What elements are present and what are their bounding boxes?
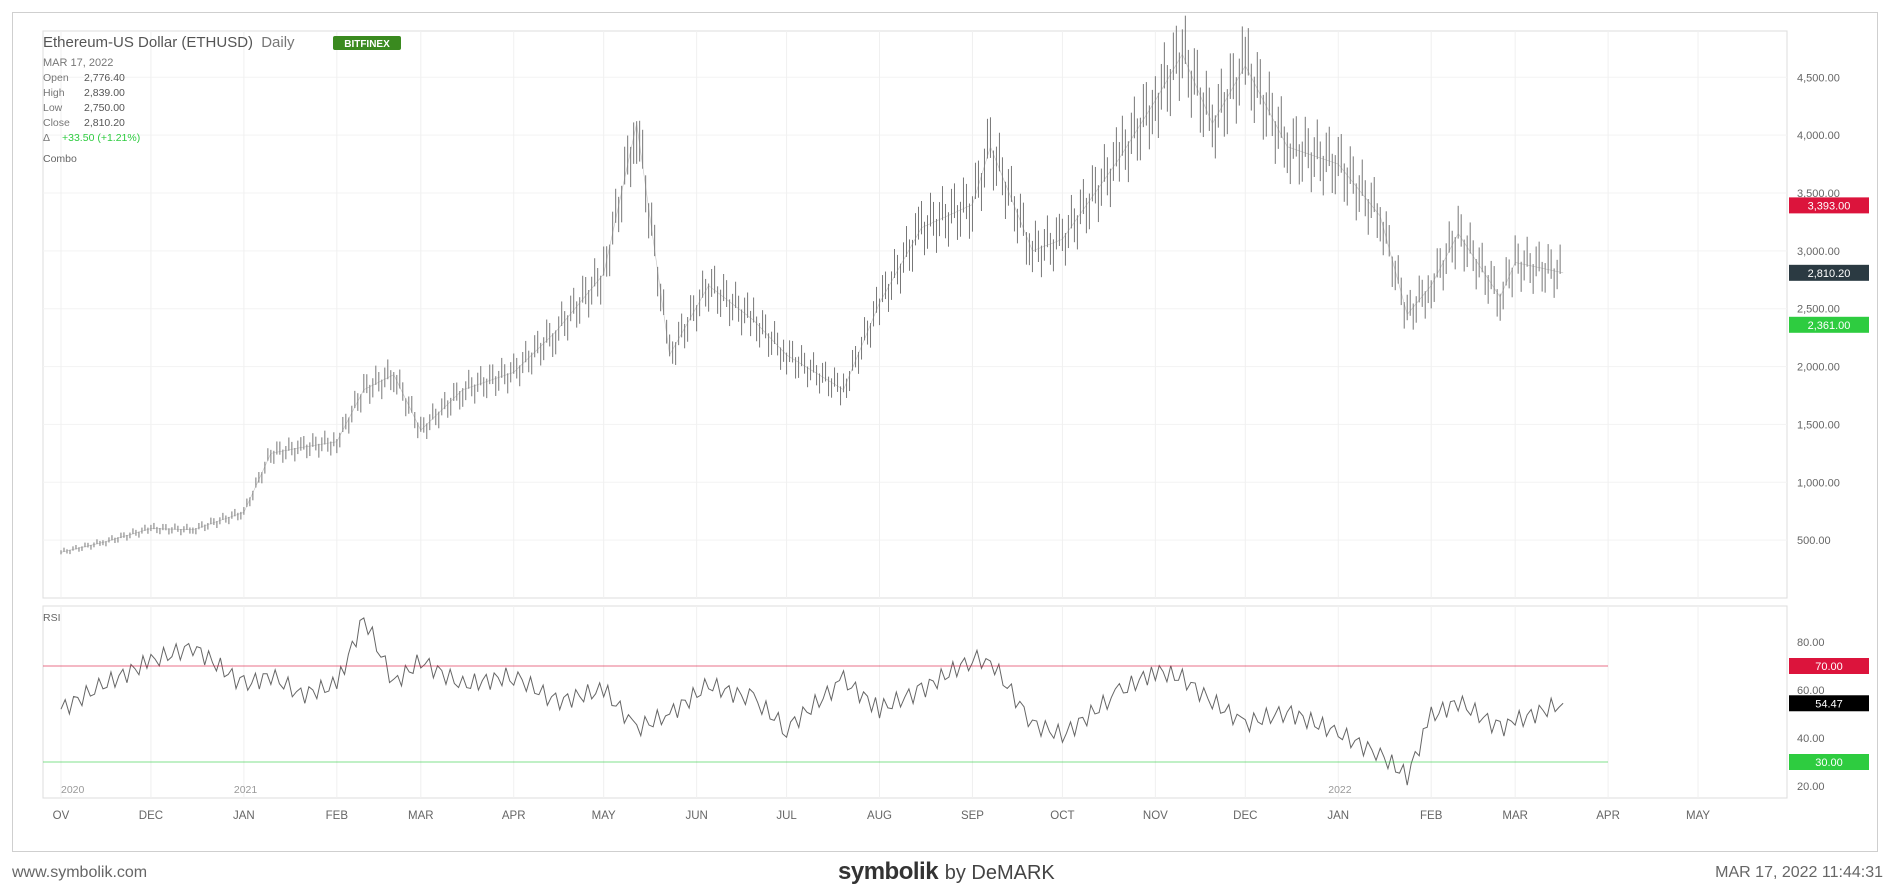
price-tick-label: 1,000.00 <box>1797 477 1840 489</box>
low-value: 2,750.00 <box>84 102 125 114</box>
x-tick-label: APR <box>1596 810 1620 822</box>
price-tick-label: 4,000.00 <box>1797 130 1840 142</box>
year-label: 2022 <box>1328 784 1352 796</box>
price-badge-label: 2,361.00 <box>1808 320 1851 332</box>
rsi-level-badge <box>1789 754 1869 770</box>
x-tick-label: FEB <box>1420 810 1443 822</box>
price-tick-label: 2,000.00 <box>1797 362 1840 374</box>
close-value: 2,810.20 <box>84 117 125 129</box>
x-tick-label: APR <box>502 810 526 822</box>
rsi-series <box>43 617 1608 786</box>
price-badge <box>1789 264 1869 281</box>
x-tick-label: JUL <box>776 810 797 822</box>
exchange-badge <box>333 36 401 50</box>
rsi-line <box>60 617 1564 786</box>
rsi-level-label: 70.00 <box>1815 661 1843 673</box>
symbol-title: Ethereum-US Dollar (ETHUSD) <box>43 34 253 51</box>
grid <box>43 76 1787 541</box>
x-tick-label: DEC <box>1233 810 1257 822</box>
price-panel <box>42 30 1788 599</box>
x-tick-label: FEB <box>326 810 349 822</box>
exchange-badge-label: BITFINEX <box>344 39 390 50</box>
rsi-tick-label: 80.00 <box>1797 637 1825 649</box>
close-label: Close <box>43 117 70 129</box>
rsi-level-label: 54.47 <box>1815 698 1843 710</box>
site-url[interactable]: www.symbolik.com <box>12 864 148 881</box>
x-tick-label: NOV <box>1143 810 1168 822</box>
price-tick-label: 500.00 <box>1797 535 1831 547</box>
open-label: Open <box>43 72 69 84</box>
price-line <box>60 53 1564 553</box>
price-badge <box>1789 197 1869 214</box>
price-tick-label: 3,500.00 <box>1797 188 1840 200</box>
brand-name: symbolik <box>838 858 939 885</box>
study-label: Combo <box>43 153 77 165</box>
price-badge-label: 2,810.20 <box>1808 268 1851 280</box>
x-tick-label: JAN <box>1327 810 1349 822</box>
rsi-level-label: 30.00 <box>1815 757 1843 769</box>
x-tick-label: MAR <box>1502 810 1528 822</box>
chart-title: Ethereum-US Dollar (ETHUSD) Daily <box>43 34 295 51</box>
x-tick-label: DEC <box>139 810 163 822</box>
price-tick-label: 4,500.00 <box>1797 72 1840 84</box>
chart-canvas: 4,500.00 4,000.00 3,500.00 3,000.00 2,500.00… <box>42 15 1869 822</box>
change-label: Δ <box>43 132 50 144</box>
change-value: +33.50 (+1.21%) <box>62 132 140 144</box>
price-badge-label: 3,393.00 <box>1808 200 1851 212</box>
price-axis: 4,500.00 4,000.00 3,500.00 3,000.00 2,500.00… <box>1789 72 1869 547</box>
x-tick-label: SEP <box>961 810 984 822</box>
x-tick-label: MAR <box>408 810 434 822</box>
x-tick-label: MAY <box>592 810 616 822</box>
rsi-tick-label: 60.00 <box>1797 685 1825 697</box>
quote-date: MAR 17, 2022 <box>43 57 113 69</box>
x-axis: OV DEC JAN FEB MAR APR MAY JUN JUL AUG SEP OCT NOV DE… <box>53 784 1711 822</box>
x-tick-label: MAY <box>1686 810 1710 822</box>
rsi-level-badge <box>1789 658 1869 674</box>
price-badge <box>1789 316 1869 333</box>
rsi-label: RSI <box>43 612 61 624</box>
price-series <box>60 15 1564 555</box>
price-tick-label: 1,500.00 <box>1797 419 1840 431</box>
low-label: Low <box>43 102 63 114</box>
brand-by: by DeMARK <box>944 862 1055 884</box>
open-value: 2,776.40 <box>84 72 125 84</box>
timestamp: MAR 17, 2022 11:44:31 <box>1715 864 1883 881</box>
rsi-tick-label: 20.00 <box>1797 781 1825 793</box>
rsi-tick-label: 40.00 <box>1797 733 1825 745</box>
high-label: High <box>43 87 65 99</box>
rsi-axis: 80.00 60.00 40.00 20.00 70.00 54.47 30.00 <box>1789 637 1869 793</box>
year-label: 2020 <box>61 784 85 796</box>
chart-frame: 4,500.00 4,000.00 3,500.00 3,000.00 2,500.00… <box>12 12 1878 852</box>
x-tick-label: AUG <box>867 810 892 822</box>
high-value: 2,839.00 <box>84 87 125 99</box>
price-tick-label: 3,000.00 <box>1797 246 1840 258</box>
interval-label: Daily <box>261 34 295 51</box>
x-tick-label: JUN <box>685 810 707 822</box>
x-tick-label: OCT <box>1050 810 1074 822</box>
price-tick-label: 2,500.00 <box>1797 304 1840 316</box>
year-label: 2021 <box>234 784 258 796</box>
rsi-level-badge <box>1789 695 1869 712</box>
brand-logo: symbolik by DeMARK <box>838 858 1055 886</box>
x-tick-label: JAN <box>233 810 255 822</box>
rsi-panel <box>42 605 1788 799</box>
month-gridlines <box>60 31 1699 798</box>
x-tick-label: OV <box>53 810 70 822</box>
